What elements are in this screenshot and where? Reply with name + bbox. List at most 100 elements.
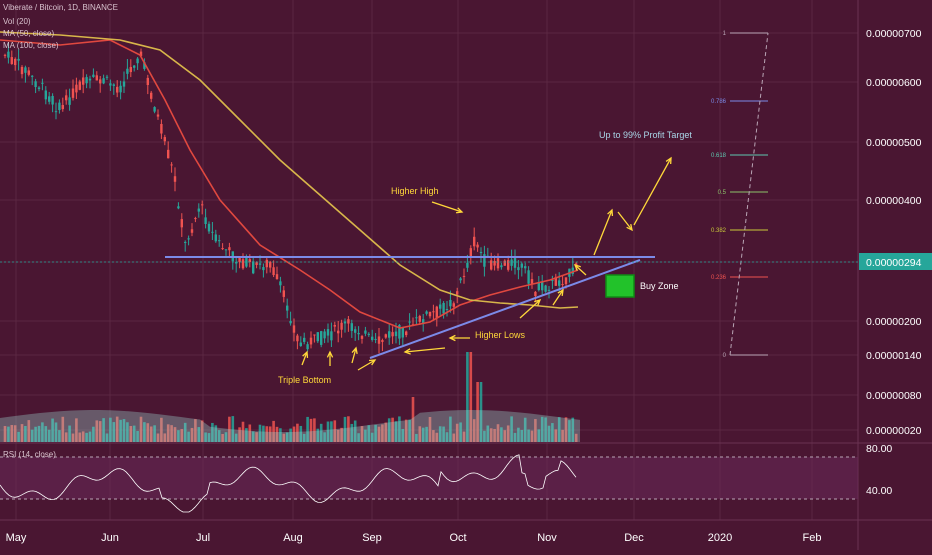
candle-body [493,260,496,266]
volume-bar [228,416,231,442]
candle-body [204,217,207,225]
candle-body [479,251,483,254]
candle-body [156,114,160,117]
volume-bar [146,423,150,442]
candle-body [517,267,520,271]
candle-body [527,270,530,284]
candle-body [228,247,231,251]
time-axis-label: Jul [196,532,210,544]
indicator-ma50[interactable]: MA (50, close) [3,29,55,38]
candle-body [547,289,551,291]
indicator-volume[interactable]: Vol (20) [3,17,31,26]
candle-body [119,85,122,93]
candle-body [82,77,85,85]
candle-body [384,334,387,338]
candle-body [279,281,282,286]
candle-body [422,319,425,325]
candle-body [24,67,27,73]
volume-bar [483,430,486,442]
candle-body [476,244,479,248]
candle-body [534,291,537,297]
rsi-title[interactable]: RSI (14, close) [3,450,56,459]
candle-body [282,290,285,297]
time-axis[interactable]: May Jun Jul Aug Sep Oct Nov Dec 2020 Feb [6,532,822,544]
volume-bar [204,432,207,442]
volume-bar [370,432,374,442]
volume-bar [343,416,347,442]
volume-bar [493,428,496,442]
volume-bar [340,427,343,442]
candle-body [524,266,527,269]
candle-body [238,257,241,262]
volume-bar [438,426,442,442]
candle-body [360,336,364,339]
rsi-level-label: 80.00 [866,443,892,455]
candle-body [54,111,58,113]
volume-bar [360,426,364,442]
volume-ma-area [0,410,580,442]
price-axis[interactable]: 0.00000700 0.00000600 0.00000500 0.00000400… [0,28,932,497]
candle-body [364,330,367,334]
volume-bar [520,429,524,442]
candle-body [503,260,506,266]
candle-body [507,260,510,270]
candle-body [449,299,452,307]
indicator-ma100[interactable]: MA (100, close) [3,41,59,50]
volume-bars [0,352,580,442]
volume-bar [68,425,71,442]
volume-bar [469,352,473,442]
volume-bar [466,352,469,442]
candle-body [224,249,228,251]
candle-body [129,67,132,73]
candle-body [95,75,98,81]
volume-bar [231,416,235,442]
candle-body [483,254,486,267]
candle-body [388,331,391,338]
candle-body [187,238,190,240]
candle-body [544,285,547,292]
volume-bar [119,419,122,442]
volume-bar [160,417,163,442]
volume-bar [217,430,221,442]
volume-bar [58,430,61,442]
fib-label: 0.382 [711,228,727,234]
volume-bar [136,430,139,442]
price-axis-label: 0.00000140 [866,350,922,362]
candle-body [265,259,268,268]
volume-bar [411,397,415,442]
candle-body [401,327,404,338]
candle-body [323,331,326,339]
volume-bar [211,422,214,442]
volume-bar [564,417,568,442]
symbol-title[interactable]: Viberate / Bitcoin, 1D, BINANCE [3,3,119,12]
volume-bar [527,429,530,442]
trendlines [165,256,655,359]
time-axis-label: Nov [537,532,557,544]
volume-bar [489,428,493,442]
candle-body [34,81,37,88]
volume-bar [421,427,425,442]
volume-bar [517,427,520,442]
current-price-tag [859,253,932,270]
candle-body [343,321,347,324]
candle-body [272,267,275,276]
candle-body [235,262,238,264]
volume-bar [330,421,333,442]
volume-bar [435,432,439,442]
volume-bar [71,433,75,442]
candle-body [561,284,564,286]
candle-body [85,77,88,84]
volume-bar [115,416,119,442]
candle-body [333,325,336,327]
candle-body [415,317,418,319]
candle-body [367,333,370,335]
candle-body [292,325,296,333]
volume-bar [551,423,554,442]
candle-body [51,95,54,105]
candle-body [496,258,500,269]
candle-body [564,277,568,285]
volume-bar [350,423,354,442]
candle-body [44,90,47,100]
